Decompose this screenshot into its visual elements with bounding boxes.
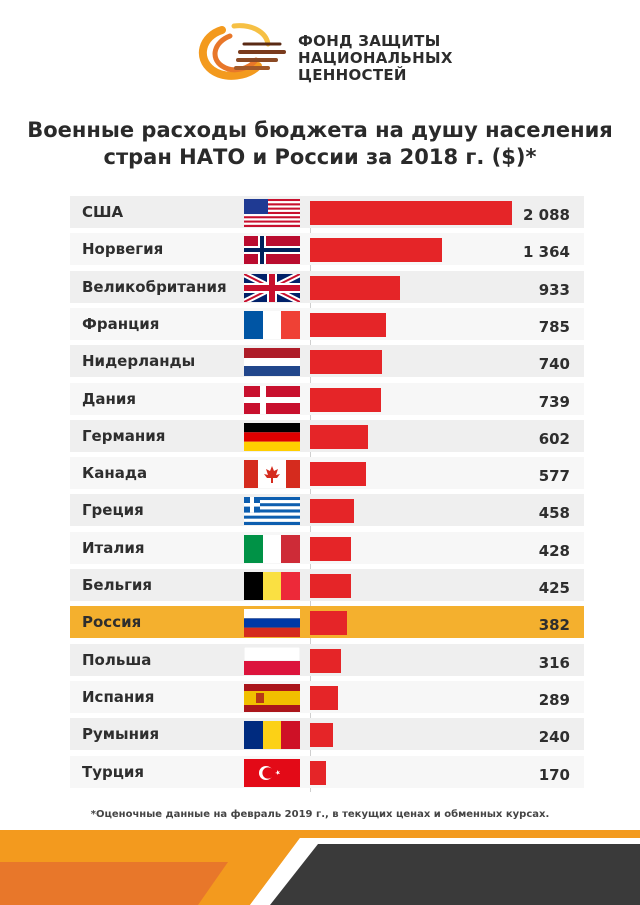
russia-flag-icon bbox=[244, 609, 300, 638]
country-label: Нидерланды bbox=[82, 352, 196, 371]
value-label: 316 bbox=[538, 653, 570, 672]
country-label: Норвегия bbox=[82, 240, 164, 259]
netherlands-flag-icon bbox=[244, 348, 300, 377]
value-label: 428 bbox=[538, 541, 570, 560]
bar bbox=[310, 611, 347, 636]
canada-flag-icon bbox=[244, 460, 300, 489]
usa-flag-icon bbox=[244, 199, 300, 227]
table-row: Франция 785 bbox=[70, 307, 584, 340]
organization-name-line: ЦЕННОСТЕЙ bbox=[298, 66, 407, 84]
bar bbox=[310, 723, 333, 748]
table-row: Испания 289 bbox=[70, 680, 584, 713]
bar bbox=[310, 499, 354, 524]
value-label: 2 088 bbox=[523, 206, 570, 224]
table-row: Германия 602 bbox=[70, 419, 584, 452]
country-label: Россия bbox=[82, 613, 142, 632]
country-label: Франция bbox=[82, 314, 160, 333]
bar bbox=[310, 424, 368, 449]
spain-flag-icon bbox=[244, 683, 300, 712]
table-row: Греция 458 bbox=[70, 494, 584, 527]
value-label: 1 364 bbox=[523, 243, 570, 262]
germany-flag-icon bbox=[244, 422, 300, 451]
bar bbox=[310, 312, 386, 337]
bar bbox=[310, 685, 338, 710]
country-label: Греция bbox=[82, 501, 144, 520]
bar bbox=[310, 574, 351, 598]
chart-title-line: Военные расходы бюджета на душу населени… bbox=[27, 118, 613, 142]
chart-title-line: стран НАТО и России за 2018 г. ($)* bbox=[103, 145, 537, 169]
value-label: 240 bbox=[538, 728, 570, 747]
greece-flag-icon bbox=[244, 497, 300, 526]
value-label: 602 bbox=[538, 429, 570, 448]
country-label: Италия bbox=[82, 538, 145, 557]
footnote: *Оценочные данные на февраль 2019 г., в … bbox=[90, 809, 550, 820]
table-row: Румыния 240 bbox=[70, 718, 584, 751]
country-label: США bbox=[82, 203, 124, 221]
chart-axis-line bbox=[310, 196, 311, 792]
country-label: Дания bbox=[82, 389, 136, 408]
table-row: Бельгия 425 bbox=[70, 569, 584, 601]
table-row: Канада 577 bbox=[70, 457, 584, 490]
value-label: 740 bbox=[538, 355, 570, 374]
country-label: Турция bbox=[82, 762, 145, 781]
value-label: 933 bbox=[538, 280, 570, 299]
table-row: Великобритания 933 bbox=[70, 270, 584, 303]
denmark-flag-icon bbox=[244, 385, 300, 414]
norway-flag-icon bbox=[244, 236, 300, 265]
country-label: Испания bbox=[82, 687, 155, 706]
foundation-logo-icon bbox=[198, 23, 286, 80]
chart-title: Военные расходы бюджета на душу населени… bbox=[0, 117, 640, 171]
value-label: 289 bbox=[538, 690, 570, 709]
country-label: Бельгия bbox=[82, 576, 153, 594]
table-row: Норвегия 1 364 bbox=[70, 233, 584, 266]
romania-flag-icon bbox=[244, 721, 300, 750]
value-label: 458 bbox=[538, 504, 570, 523]
bar bbox=[310, 648, 341, 673]
table-row: Турция 170 bbox=[70, 755, 584, 788]
value-label: 577 bbox=[538, 467, 570, 486]
table-row: Дания 739 bbox=[70, 382, 584, 415]
country-label: Германия bbox=[82, 426, 166, 445]
country-label: Румыния bbox=[82, 725, 160, 744]
bar bbox=[310, 201, 512, 225]
organization-name: ФОНД ЗАЩИТЫ НАЦИОНАЛЬНЫХ ЦЕННОСТЕЙ bbox=[298, 33, 498, 84]
belgium-flag-icon bbox=[244, 572, 300, 600]
bar bbox=[310, 462, 366, 487]
table-row: Нидерланды 740 bbox=[70, 345, 584, 378]
value-label: 425 bbox=[538, 579, 570, 597]
bar bbox=[310, 536, 351, 561]
bar-chart: США 2 088 Норвегия 1 364 Великобритания 933 Фр… bbox=[70, 196, 584, 796]
bar bbox=[310, 275, 400, 300]
value-label: 170 bbox=[538, 765, 570, 784]
organization-name-line: НАЦИОНАЛЬНЫХ bbox=[298, 49, 453, 67]
country-label: Канада bbox=[82, 464, 148, 483]
bar bbox=[310, 760, 326, 785]
country-label: Польша bbox=[82, 650, 152, 669]
table-row: США 2 088 bbox=[70, 196, 584, 228]
value-label: 739 bbox=[538, 392, 570, 411]
country-label: Великобритания bbox=[82, 277, 227, 296]
uk-flag-icon bbox=[244, 273, 300, 302]
value-label: 382 bbox=[538, 616, 570, 635]
turkey-flag-icon bbox=[244, 758, 300, 787]
table-row: Польша 316 bbox=[70, 643, 584, 676]
table-row: Россия 382 bbox=[70, 606, 584, 639]
bar bbox=[310, 387, 381, 412]
france-flag-icon bbox=[244, 310, 300, 339]
bar bbox=[310, 350, 382, 375]
organization-name-line: ФОНД ЗАЩИТЫ bbox=[298, 32, 441, 50]
value-label: 785 bbox=[538, 317, 570, 336]
poland-flag-icon bbox=[244, 646, 300, 675]
italy-flag-icon bbox=[244, 534, 300, 563]
table-row: Италия 428 bbox=[70, 531, 584, 564]
bar bbox=[310, 238, 442, 263]
header: ФОНД ЗАЩИТЫ НАЦИОНАЛЬНЫХ ЦЕННОСТЕЙ bbox=[0, 0, 640, 110]
footer-decoration bbox=[0, 830, 640, 905]
